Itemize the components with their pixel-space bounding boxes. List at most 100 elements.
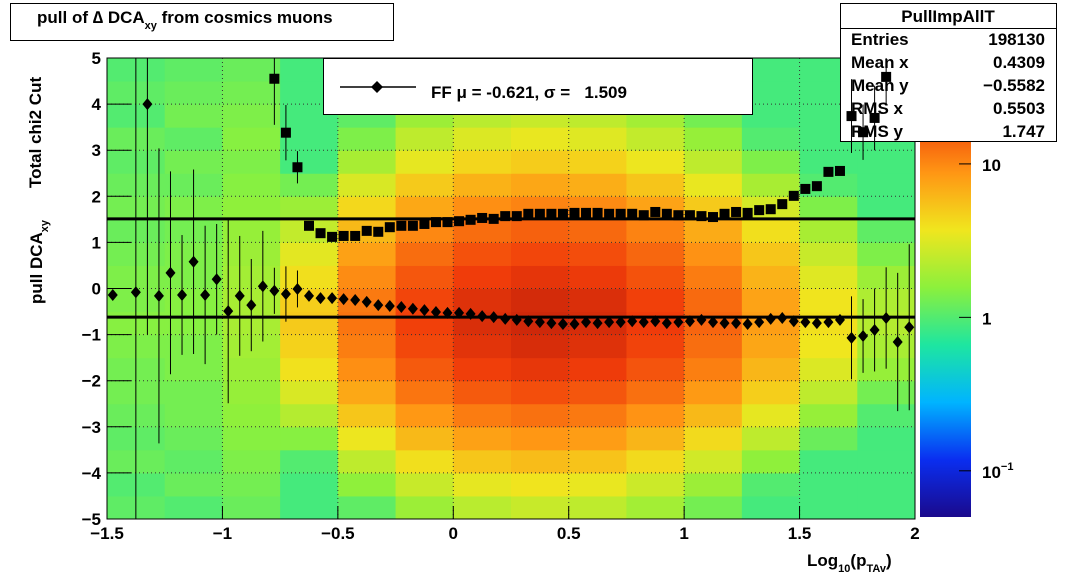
hist-cell bbox=[741, 81, 801, 105]
hist-cell bbox=[741, 219, 801, 243]
diamond-marker bbox=[188, 255, 199, 268]
diamond-marker bbox=[731, 317, 742, 330]
diamond-marker bbox=[488, 311, 499, 324]
square-marker bbox=[315, 228, 326, 239]
diamond-marker bbox=[465, 307, 476, 320]
diamond-marker bbox=[881, 312, 892, 325]
x-axis-title: Log10(pTAv) bbox=[807, 551, 892, 575]
hist-cell bbox=[222, 357, 281, 382]
hist-cell bbox=[511, 219, 570, 243]
hist-cell bbox=[511, 380, 570, 405]
text-part: ) bbox=[886, 551, 892, 570]
hist-cell bbox=[568, 495, 627, 520]
square-marker bbox=[269, 73, 280, 84]
text-part: Log bbox=[807, 551, 838, 570]
hist-cell bbox=[280, 150, 339, 174]
square-marker bbox=[869, 112, 880, 123]
hist-cell bbox=[511, 150, 570, 174]
hist-cell bbox=[395, 495, 454, 520]
hist-cell bbox=[857, 449, 916, 474]
y-tick-label: −1 bbox=[82, 326, 101, 345]
square-marker bbox=[442, 217, 453, 228]
z-tick-base: 10 bbox=[982, 463, 1001, 482]
hist-cell bbox=[568, 357, 627, 382]
hist-cell bbox=[453, 150, 512, 174]
diamond-marker bbox=[327, 292, 338, 305]
hist-cell bbox=[453, 403, 512, 428]
hist-cell bbox=[741, 173, 801, 197]
x-tick-label: −0.5 bbox=[321, 524, 355, 543]
y-tick-label: 1 bbox=[92, 233, 101, 252]
text-part: 10 bbox=[838, 563, 850, 575]
text-part: (p bbox=[850, 551, 866, 570]
hist-cell bbox=[568, 472, 627, 497]
hist-cell bbox=[453, 472, 512, 497]
square-marker bbox=[696, 211, 707, 222]
hist-cell bbox=[511, 357, 570, 382]
hist-cell bbox=[453, 334, 512, 359]
hist-cell bbox=[626, 357, 685, 382]
diamond-marker bbox=[442, 306, 453, 319]
hist-cell bbox=[568, 449, 627, 474]
x-tick-label: 0.5 bbox=[557, 524, 581, 543]
square-marker bbox=[361, 225, 372, 236]
hist-cell bbox=[684, 127, 743, 151]
hist-cell bbox=[857, 403, 916, 428]
square-marker bbox=[500, 211, 511, 222]
square-marker bbox=[350, 230, 361, 241]
square-marker bbox=[684, 210, 695, 221]
diamond-marker bbox=[742, 317, 753, 330]
hist-cell bbox=[222, 219, 281, 243]
stats-value: 198130 bbox=[988, 30, 1045, 49]
hist-cell bbox=[857, 150, 916, 174]
hist-cell bbox=[164, 58, 223, 82]
hist-cell bbox=[857, 426, 916, 451]
z-tick-base: 10 bbox=[982, 156, 1001, 175]
hist-cell bbox=[337, 127, 397, 151]
hist-cell bbox=[222, 196, 281, 220]
hist-cell bbox=[395, 242, 454, 266]
hist-cell bbox=[222, 380, 281, 405]
hist-cell bbox=[337, 334, 397, 359]
hist-cell bbox=[799, 449, 858, 474]
hist-cell bbox=[684, 380, 743, 405]
stats-title: PullImpAllT bbox=[901, 7, 995, 26]
hist-cell bbox=[626, 426, 685, 451]
square-marker bbox=[384, 222, 395, 233]
stats-value: 0.4309 bbox=[993, 53, 1045, 72]
diamond-marker bbox=[165, 266, 176, 279]
square-marker bbox=[673, 210, 684, 221]
square-marker bbox=[823, 166, 834, 177]
text-part: pull of ∆ DCA bbox=[37, 8, 145, 27]
legend-label: FF μ = -0.621, σ = 1.509 bbox=[431, 83, 627, 102]
square-marker bbox=[846, 111, 857, 122]
hist-cell bbox=[741, 357, 801, 382]
hist-cell bbox=[511, 426, 570, 451]
hist-cell bbox=[741, 334, 801, 359]
diamond-marker bbox=[292, 282, 303, 295]
diamond-marker bbox=[592, 317, 603, 330]
hist-cell bbox=[164, 357, 223, 382]
z-tick-exponent: −1 bbox=[1001, 461, 1014, 473]
hist-cell bbox=[511, 242, 570, 266]
diamond-marker bbox=[234, 289, 245, 302]
hist-cell bbox=[280, 311, 339, 336]
diamond-marker bbox=[627, 315, 638, 328]
hist-cell bbox=[511, 173, 570, 197]
hist-cell bbox=[684, 357, 743, 382]
legend-part: FF μ = bbox=[431, 83, 486, 102]
hist-cell bbox=[741, 449, 801, 474]
hist-cell bbox=[280, 265, 339, 289]
square-marker bbox=[581, 207, 592, 218]
diamond-marker bbox=[350, 294, 361, 307]
hist-cell bbox=[799, 380, 858, 405]
legend-part: -0.621 bbox=[486, 83, 534, 102]
hist-cell bbox=[857, 173, 916, 197]
diamond-marker bbox=[142, 98, 153, 111]
stats-name: RMS x bbox=[851, 99, 904, 118]
square-marker bbox=[280, 127, 291, 138]
diamond-marker bbox=[315, 292, 326, 305]
profile-markers bbox=[107, 58, 915, 519]
hist-cell bbox=[684, 219, 743, 243]
